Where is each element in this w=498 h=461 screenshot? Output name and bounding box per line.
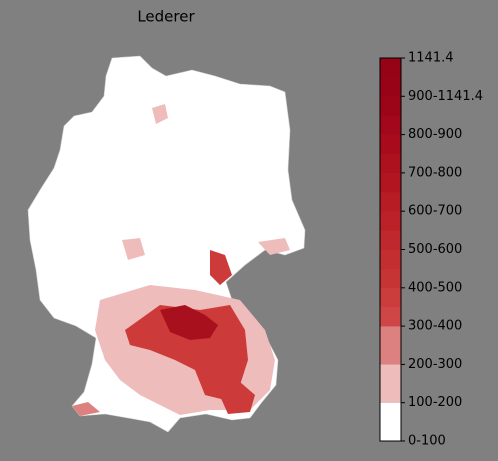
region bbox=[125, 305, 248, 400]
colorbar-band bbox=[380, 230, 401, 250]
region bbox=[210, 250, 232, 285]
region bbox=[215, 382, 255, 414]
colorbar-band bbox=[380, 115, 401, 135]
legend-label: 600-700 bbox=[408, 204, 462, 219]
legend-label: 300-400 bbox=[408, 319, 462, 334]
colorbar-band bbox=[380, 287, 401, 308]
legend-label: 1141.4 bbox=[408, 51, 454, 66]
map bbox=[27, 55, 306, 433]
colorbar-band bbox=[380, 268, 401, 289]
region bbox=[122, 238, 145, 260]
colorbar-band bbox=[380, 249, 401, 269]
colorbar-band bbox=[380, 58, 401, 78]
legend-label: 400-500 bbox=[408, 280, 462, 295]
colorbar-band bbox=[380, 77, 401, 97]
colorbar-band bbox=[380, 306, 401, 327]
colorbar-band bbox=[380, 96, 401, 116]
colorbar-frame bbox=[379, 57, 402, 442]
legend-label: 200-300 bbox=[408, 357, 462, 372]
region bbox=[258, 238, 290, 255]
colorbar-band bbox=[380, 326, 401, 365]
map-title: Lederer bbox=[137, 8, 195, 26]
colorbar-band bbox=[380, 153, 401, 174]
colorbar-band bbox=[380, 211, 401, 231]
colorbar-band bbox=[380, 364, 401, 403]
legend-label: 0-100 bbox=[408, 434, 446, 449]
legend-label: 500-600 bbox=[408, 242, 462, 257]
colorbar-band bbox=[380, 402, 401, 441]
colorbar-band bbox=[380, 134, 401, 155]
colorbar-band bbox=[380, 192, 401, 212]
region bbox=[152, 104, 168, 124]
colorbar-band bbox=[380, 172, 401, 193]
region bbox=[72, 402, 100, 416]
colorbar: 0-100 100-200 200-300 300-400 400-500 500-600… bbox=[379, 51, 483, 449]
legend-label: 700-800 bbox=[408, 165, 462, 180]
legend-label: 800-900 bbox=[408, 127, 462, 142]
region bbox=[160, 305, 218, 340]
legend-label: 100-200 bbox=[408, 395, 462, 410]
legend-label: 900-1141.4 bbox=[408, 89, 483, 104]
